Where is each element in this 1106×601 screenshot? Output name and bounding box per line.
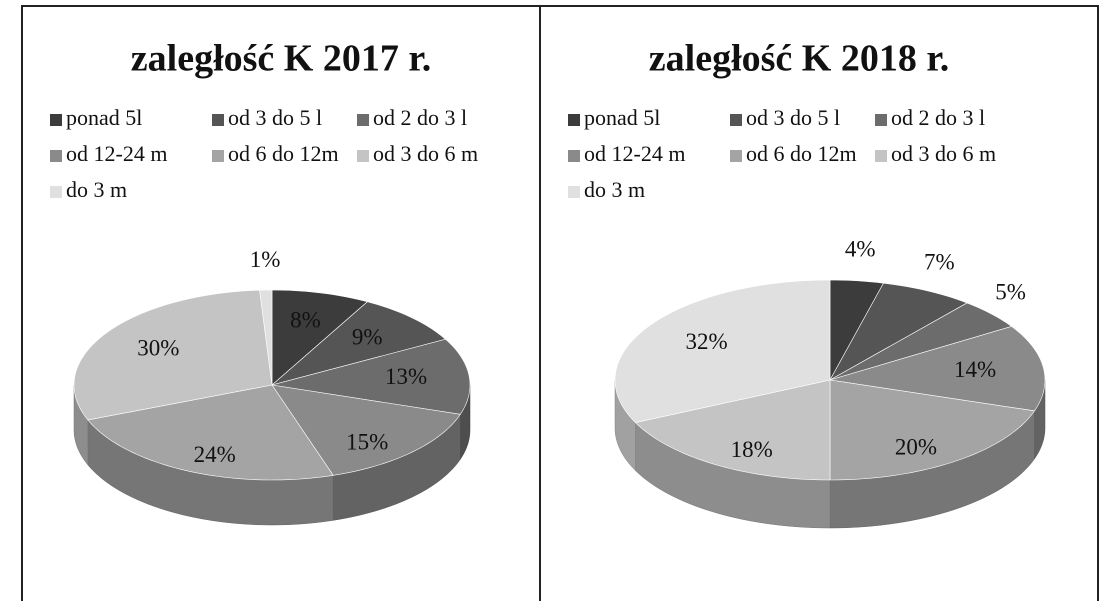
- legend-label: do 3 m: [66, 177, 127, 202]
- data-label: 9%: [352, 325, 383, 350]
- legend-swatch: [212, 114, 224, 126]
- legend-label: od 6 do 12m: [228, 141, 339, 166]
- data-label: 5%: [995, 279, 1026, 304]
- pie-slice: [271, 338, 471, 415]
- legend-swatch: [357, 114, 369, 126]
- data-label: 13%: [385, 364, 427, 389]
- pie-slice: [271, 289, 369, 386]
- pie-slice: [271, 384, 461, 476]
- data-label: 8%: [290, 308, 321, 333]
- legend-label: od 2 do 3 l: [373, 105, 467, 130]
- legend-swatch: [212, 150, 224, 162]
- legend-label: ponad 5l: [584, 105, 660, 130]
- legend-swatch: [875, 114, 887, 126]
- pie-slice: [829, 302, 1013, 381]
- legend-swatch: [875, 150, 887, 162]
- legend-label: od 3 do 6 m: [373, 141, 478, 166]
- legend-swatch: [357, 150, 369, 162]
- legend-swatch: [568, 114, 580, 126]
- pie-slice: [614, 279, 831, 423]
- legend-swatch: [568, 150, 580, 162]
- frame: [21, 5, 1099, 601]
- data-label: 24%: [194, 442, 236, 467]
- pie-slice: [73, 289, 273, 421]
- legend-swatch: [50, 150, 62, 162]
- pie-slice: [259, 289, 273, 386]
- pie-slice: [271, 301, 447, 386]
- legend-label: ponad 5l: [66, 105, 142, 130]
- legend-swatch: [568, 186, 580, 198]
- chart-title: zaległość K 2017 r.: [131, 38, 431, 80]
- legend-swatch: [730, 150, 742, 162]
- data-label: 20%: [895, 435, 937, 460]
- legend-label: od 3 do 6 m: [891, 141, 996, 166]
- legend-label: do 3 m: [584, 177, 645, 202]
- chart-title: zaległość K 2018 r.: [649, 38, 949, 80]
- legend-swatch: [50, 186, 62, 198]
- legend-label: od 6 do 12m: [746, 141, 857, 166]
- legend-swatch: [730, 114, 742, 126]
- data-label: 32%: [685, 329, 727, 354]
- pie-slice: [829, 282, 968, 381]
- pie-slice: [829, 379, 1036, 481]
- data-label: 15%: [346, 429, 388, 454]
- data-label: 1%: [250, 247, 281, 272]
- legend-label: od 12-24 m: [584, 141, 685, 166]
- data-label: 18%: [731, 437, 773, 462]
- legend-label: od 2 do 3 l: [891, 105, 985, 130]
- legend-label: od 3 do 5 l: [228, 105, 322, 130]
- pie-slice: [829, 279, 884, 381]
- data-label: 30%: [137, 336, 179, 361]
- pie-slice: [634, 379, 831, 481]
- legend-label: od 12-24 m: [66, 141, 167, 166]
- data-label: 4%: [845, 236, 876, 261]
- legend-label: od 3 do 5 l: [746, 105, 840, 130]
- data-label: 14%: [954, 357, 996, 382]
- data-label: 7%: [924, 249, 955, 274]
- legend-swatch: [50, 114, 62, 126]
- pie-slice: [829, 326, 1046, 412]
- pie-slice: [87, 384, 334, 481]
